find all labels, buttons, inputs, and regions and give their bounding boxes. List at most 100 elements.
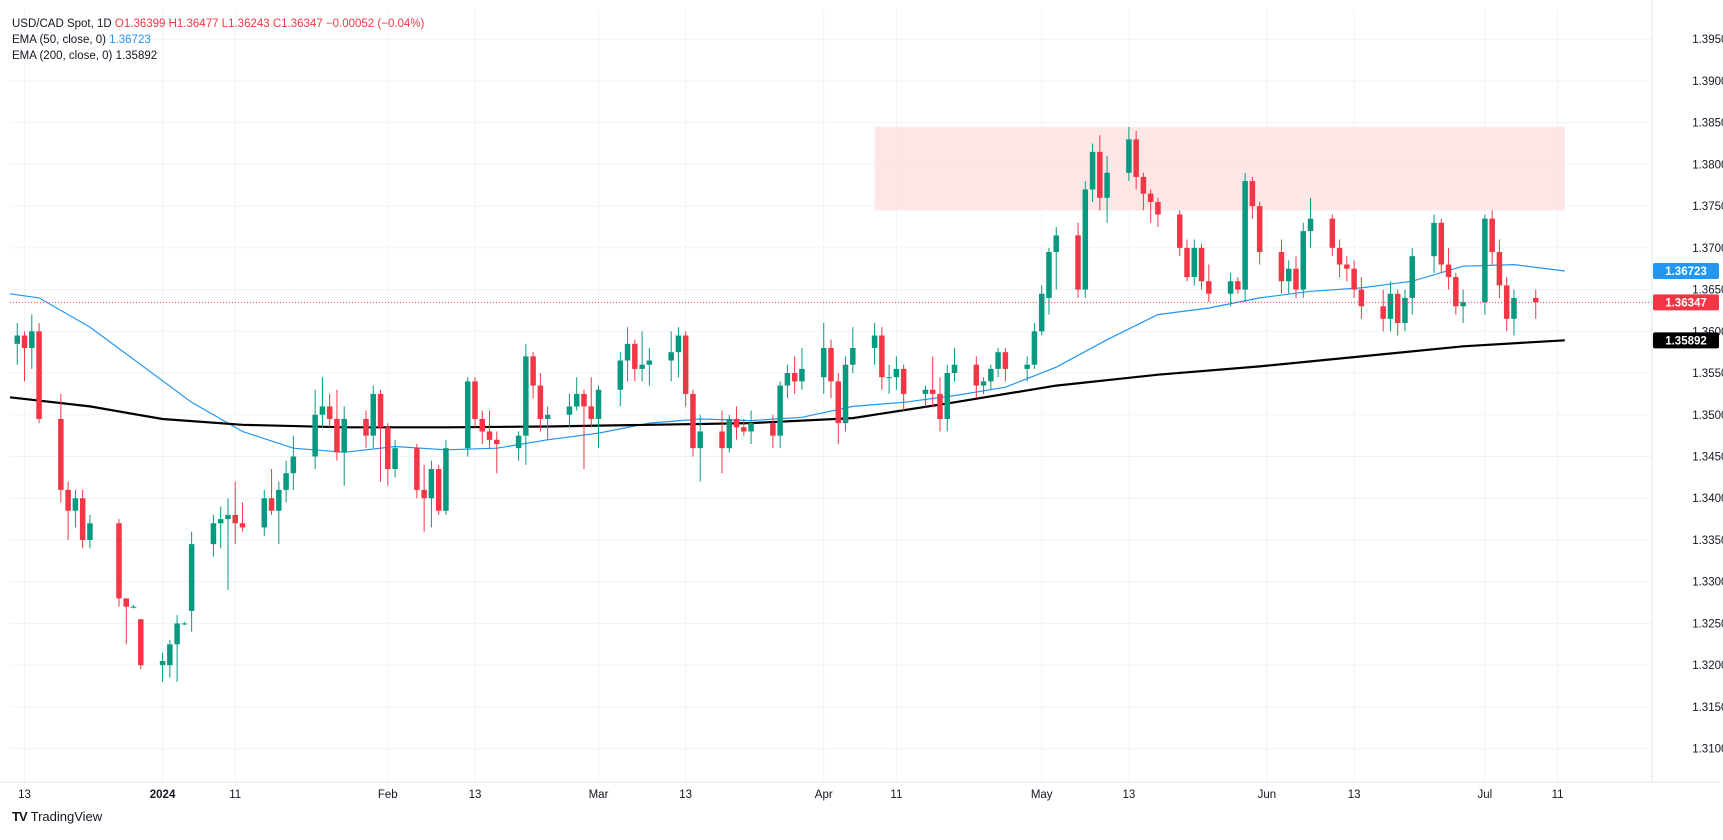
tradingview-brand[interactable]: TV TradingView [12,809,102,824]
candle[interactable] [697,414,703,482]
candle[interactable] [261,489,268,536]
candle[interactable] [1380,289,1386,332]
candle[interactable] [217,506,224,549]
candle[interactable] [784,364,791,399]
candle[interactable] [370,385,377,449]
candle[interactable] [646,348,653,386]
candle[interactable] [1351,260,1357,298]
candle[interactable] [1235,277,1241,294]
candle[interactable] [530,352,536,399]
candle[interactable] [523,343,529,465]
candle[interactable] [726,414,733,453]
candle[interactable] [1053,226,1059,290]
candle[interactable] [937,377,943,432]
candle[interactable] [1191,239,1198,286]
candle[interactable] [733,406,740,440]
candle[interactable] [116,519,122,607]
candle[interactable] [886,364,892,394]
candle[interactable] [385,423,391,486]
candle[interactable] [1431,214,1437,273]
candle[interactable] [1038,285,1045,336]
candle[interactable] [1242,172,1248,303]
candle[interactable] [1082,181,1089,298]
candle[interactable] [58,393,64,503]
candle[interactable] [988,364,994,390]
candle[interactable] [1133,131,1139,190]
candle[interactable] [1256,201,1263,265]
candle[interactable] [319,377,326,428]
candle[interactable] [188,531,195,632]
candle[interactable] [79,489,86,549]
candle[interactable] [1249,176,1256,219]
candle[interactable] [1307,197,1314,248]
candle[interactable] [14,322,21,365]
candle[interactable] [1031,322,1038,369]
candle[interactable] [1046,247,1052,315]
candle[interactable] [464,377,471,457]
candle[interactable] [181,621,188,626]
candle[interactable] [1453,272,1459,315]
candle[interactable] [1511,289,1517,336]
candle[interactable] [951,348,958,382]
candle[interactable] [682,331,689,407]
candle[interactable] [973,356,980,399]
candle[interactable] [537,373,544,432]
candle[interactable] [123,598,129,645]
candle[interactable] [624,327,631,382]
candle[interactable] [1104,156,1110,223]
candle[interactable] [239,502,246,532]
candle[interactable] [1460,289,1466,323]
candle[interactable] [138,619,144,670]
candle[interactable] [1184,239,1190,282]
candle[interactable] [479,410,486,444]
candle[interactable] [392,439,398,478]
candle[interactable] [1300,222,1307,298]
candle[interactable] [515,431,522,461]
candle[interactable] [871,322,878,365]
candle[interactable] [820,322,827,394]
candle[interactable] [944,364,950,432]
candle[interactable] [268,469,275,515]
candle[interactable] [980,377,987,394]
candle[interactable] [675,327,682,378]
legend-row-ema50[interactable]: EMA (50, close, 0) 1.36723 [12,32,424,48]
candle[interactable] [334,389,340,461]
candle[interactable] [21,331,28,382]
candle[interactable] [1445,247,1452,290]
candle[interactable] [341,406,347,486]
candle[interactable] [377,389,384,482]
candle[interactable] [428,460,435,528]
candle[interactable] [893,356,900,390]
candle[interactable] [770,414,776,449]
candle[interactable] [1075,222,1081,298]
candle[interactable] [363,410,369,449]
candle[interactable] [1533,289,1539,319]
candle[interactable] [719,410,725,474]
candle[interactable] [668,331,674,382]
candle[interactable] [414,443,420,499]
candle[interactable] [1002,348,1009,382]
candle[interactable] [1097,135,1103,211]
candle[interactable] [1198,243,1205,290]
candle[interactable] [741,418,747,436]
candle[interactable] [828,339,834,399]
candle[interactable] [1206,264,1212,303]
candle[interactable] [690,389,696,457]
candle[interactable] [1344,256,1350,282]
candle[interactable] [36,322,42,424]
candle[interactable] [326,393,333,428]
candle[interactable] [1227,272,1234,307]
candle[interactable] [1336,239,1343,278]
candle[interactable] [573,377,580,411]
symbol-title[interactable]: USD/CAD Spot, 1D [12,18,112,30]
candle[interactable] [435,464,442,515]
candle[interactable] [1147,189,1154,223]
candle[interactable] [72,489,79,528]
candle[interactable] [421,464,427,532]
candle[interactable] [167,640,173,678]
candle[interactable] [842,356,849,432]
candle[interactable] [1394,289,1401,336]
candle[interactable] [1176,210,1183,257]
candle[interactable] [850,327,856,374]
